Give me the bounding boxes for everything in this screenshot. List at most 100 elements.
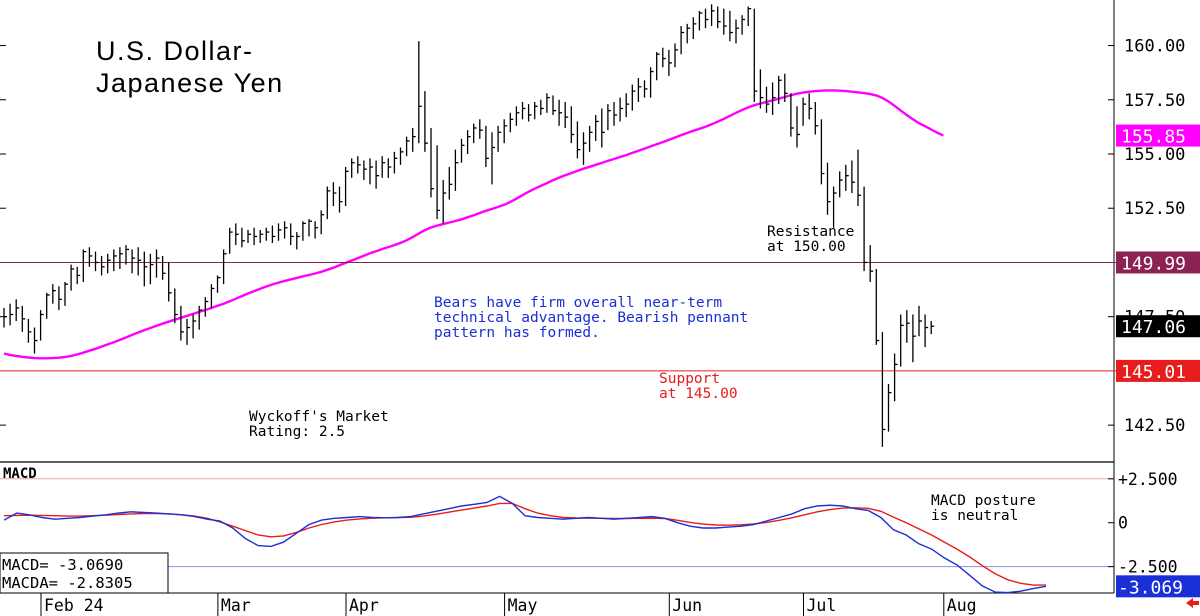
price-tick-label: 157.50 [1124,91,1185,111]
price-bar [70,264,75,291]
price-bar [625,93,630,118]
price-bar [161,255,166,280]
price-bar [332,182,337,207]
price-bar [527,104,532,122]
price-bar [546,93,550,113]
price-bar [784,73,788,102]
price-bar [149,253,154,285]
price-bar [698,10,703,31]
price-bar [619,97,624,122]
price-bar [113,249,117,272]
price-bar [186,318,190,345]
price-bar [155,249,160,278]
price-bar [485,125,489,168]
market-rating: Wyckoff's Market Rating: 2.5 [249,409,389,440]
price-bar [448,167,453,200]
price-bar [46,292,50,319]
price-bar [290,223,294,246]
price-bar [418,41,422,144]
price-bar [893,353,898,402]
price-bar [76,266,81,285]
price-bar [753,8,758,102]
price-bar [887,383,892,432]
price-bar [680,26,685,55]
price-bar [515,106,520,126]
price-bar [33,327,38,354]
price-bar [564,101,569,128]
price-bar [473,123,477,144]
price-bar [588,125,593,152]
svg-text:-3.069: -3.069 [1118,577,1183,598]
price-bar [796,106,800,148]
support-resistance-layer [0,261,1200,372]
price-bar [601,108,605,148]
price-bar [582,132,587,165]
macd-tick-label: 0 [1118,514,1128,533]
price-bar [906,310,910,343]
price-bar [595,114,599,141]
price-bar [381,156,386,178]
last-price-tag: 147.06 [1116,315,1200,338]
macda-readout-value: MACDA= -2.8305 [2,574,133,592]
price-bar [479,119,483,139]
price-bar [875,268,880,345]
macd-title: MACD [3,466,37,482]
time-tick-label: Jul [807,596,837,615]
price-bar [344,167,349,207]
price-bar [253,227,258,246]
price-bar [369,158,373,185]
price-bar [125,245,129,265]
price-bar [845,164,849,191]
price-bar [778,75,782,105]
chart-title: U.S. Dollar-Japanese Yen [96,36,284,98]
price-bar [143,251,148,287]
moving-average-line [3,89,944,360]
price-bar [265,227,270,241]
price-bar [735,19,739,44]
price-bar [222,249,227,285]
price-bar [58,286,62,311]
price-bar [52,284,56,304]
price-bar [857,149,861,207]
price-bar [387,158,392,178]
support-label: Support at 145.00 [659,371,738,402]
price-bar [723,8,727,35]
macd-series-macd [3,495,1047,594]
macd-note: MACD posture is neutral [931,493,1036,524]
price-bar [649,67,654,98]
price-bar [765,86,770,113]
price-bar [771,82,776,115]
price-bar [64,281,68,306]
price-bar [338,186,343,213]
price-bar [552,95,556,115]
price-bar [491,132,495,185]
price-bar [15,299,20,322]
price-tick-label: 142.50 [1124,416,1185,436]
price-bar [94,251,99,272]
price-bar [808,93,813,120]
time-tick-label: Jun [672,596,702,615]
price-bar [283,221,288,239]
macd-readout-value: MACD= -3.0690 [2,556,123,574]
price-bar [576,121,581,159]
price-bar [21,305,26,332]
price-bar [271,225,276,243]
svg-text:147.06: 147.06 [1121,317,1186,338]
price-bar [540,99,544,115]
scroll-left-arrow-icon[interactable] [1186,598,1199,608]
price-bar [717,6,721,29]
price-bar [296,232,300,250]
price-bar [637,78,642,102]
price-bar [686,23,691,44]
price-bar [259,229,264,243]
price-bar [436,145,441,220]
price-bar [497,125,502,152]
macd-value-tag: -3.069 [1116,575,1200,598]
price-bar [107,253,111,274]
price-bar [674,43,678,68]
price-bar [320,210,325,235]
price-bar [826,162,831,215]
price-bar [241,227,245,248]
